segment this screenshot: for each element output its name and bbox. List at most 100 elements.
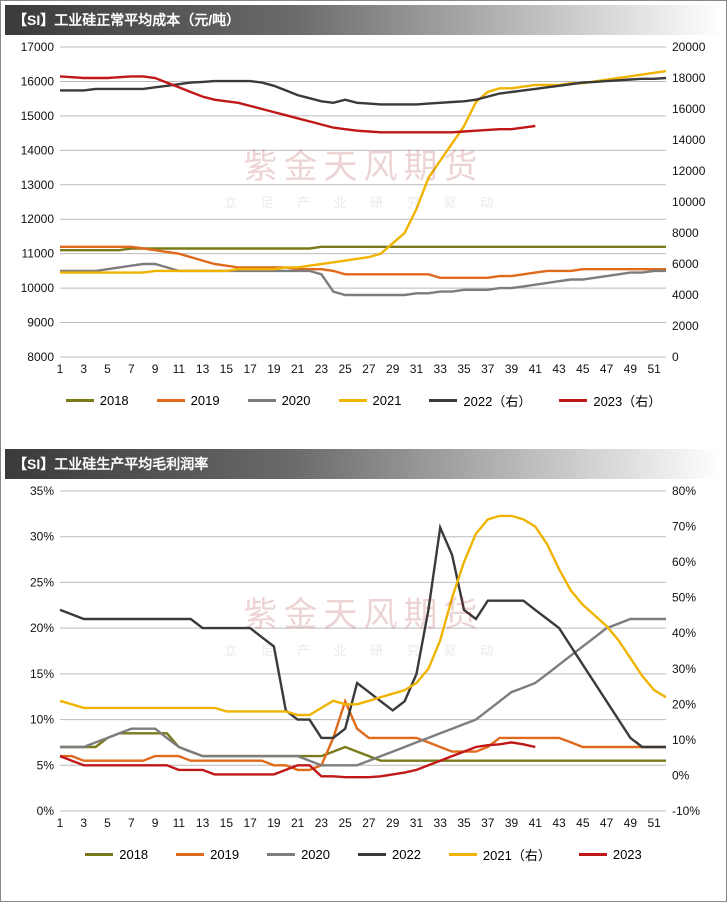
svg-text:35: 35 (457, 362, 471, 376)
svg-text:51: 51 (647, 816, 661, 830)
chart1-legend: 2018 2019 2020 2021 2022（右） 2023（右） (5, 385, 722, 412)
chart1-plot: 紫金天风期货 立 足 产 业 研 究 驱 动 80009000100001100… (5, 35, 722, 385)
legend-label: 2021 (373, 393, 402, 408)
chart1-panel: 【SI】工业硅正常平均成本（元/吨） 紫金天风期货 立 足 产 业 研 究 驱 … (5, 5, 722, 445)
svg-text:29: 29 (386, 816, 400, 830)
legend-swatch (267, 853, 295, 856)
svg-text:31: 31 (410, 816, 424, 830)
svg-text:70%: 70% (672, 520, 696, 534)
svg-text:33: 33 (434, 362, 448, 376)
svg-text:6000: 6000 (672, 257, 699, 271)
chart1-title: 【SI】工业硅正常平均成本（元/吨） (5, 5, 722, 35)
svg-text:-10%: -10% (672, 804, 700, 818)
legend-label: 2019 (210, 847, 239, 862)
svg-text:23: 23 (315, 362, 329, 376)
chart2-legend: 20182019202020222021（右）2023 (5, 839, 722, 866)
svg-text:9000: 9000 (27, 316, 54, 330)
svg-text:29: 29 (386, 362, 400, 376)
svg-text:25: 25 (338, 362, 352, 376)
legend-item: 2022（右） (429, 391, 531, 410)
svg-text:0%: 0% (37, 804, 55, 818)
legend-label: 2023 (613, 847, 642, 862)
legend-item: 2021 (339, 391, 402, 410)
svg-text:45: 45 (576, 816, 590, 830)
svg-text:11: 11 (173, 362, 186, 376)
svg-text:30%: 30% (30, 530, 54, 544)
svg-text:8000: 8000 (672, 226, 699, 240)
svg-text:30%: 30% (672, 662, 696, 676)
svg-text:35: 35 (457, 816, 471, 830)
svg-text:18000: 18000 (672, 71, 706, 85)
svg-text:23: 23 (315, 816, 329, 830)
legend-swatch (248, 399, 276, 402)
legend-swatch (429, 399, 457, 402)
legend-item: 2023 (579, 845, 642, 864)
legend-label: 2021（右） (483, 845, 551, 864)
svg-text:21: 21 (291, 816, 305, 830)
legend-label: 2023（右） (593, 391, 661, 410)
svg-text:13: 13 (196, 362, 210, 376)
svg-text:9: 9 (152, 816, 159, 830)
svg-text:60%: 60% (672, 555, 696, 569)
legend-item: 2019 (176, 845, 239, 864)
svg-text:39: 39 (505, 362, 519, 376)
legend-item: 2022 (358, 845, 421, 864)
svg-text:11: 11 (173, 816, 186, 830)
svg-text:47: 47 (600, 816, 614, 830)
chart2-title: 【SI】工业硅生产平均毛利润率 (5, 449, 722, 479)
svg-text:21: 21 (291, 362, 305, 376)
svg-text:16000: 16000 (21, 74, 55, 88)
svg-text:50%: 50% (672, 591, 696, 605)
legend-label: 2019 (191, 393, 220, 408)
svg-text:12000: 12000 (21, 212, 55, 226)
svg-text:20%: 20% (30, 621, 54, 635)
svg-text:20000: 20000 (672, 40, 706, 54)
svg-text:19: 19 (267, 362, 281, 376)
svg-text:49: 49 (624, 362, 638, 376)
legend-swatch (559, 399, 587, 402)
legend-swatch (358, 853, 386, 856)
legend-swatch (157, 399, 185, 402)
svg-text:27: 27 (362, 362, 376, 376)
svg-text:8000: 8000 (27, 350, 54, 364)
svg-text:43: 43 (552, 816, 566, 830)
svg-text:1: 1 (57, 362, 64, 376)
svg-text:14000: 14000 (21, 143, 55, 157)
legend-swatch (176, 853, 204, 856)
svg-text:5%: 5% (37, 758, 55, 772)
svg-text:0%: 0% (672, 768, 690, 782)
svg-text:14000: 14000 (672, 133, 706, 147)
legend-label: 2020 (282, 393, 311, 408)
legend-swatch (339, 399, 367, 402)
svg-text:31: 31 (410, 362, 424, 376)
svg-text:25%: 25% (30, 575, 54, 589)
svg-text:17: 17 (243, 362, 257, 376)
legend-item: 2021（右） (449, 845, 551, 864)
svg-text:13000: 13000 (21, 178, 55, 192)
svg-text:45: 45 (576, 362, 590, 376)
svg-text:15%: 15% (30, 667, 54, 681)
svg-text:4000: 4000 (672, 288, 699, 302)
svg-text:15: 15 (220, 816, 234, 830)
svg-text:7: 7 (128, 816, 135, 830)
svg-text:27: 27 (362, 816, 376, 830)
legend-item: 2019 (157, 391, 220, 410)
svg-text:0: 0 (672, 350, 679, 364)
legend-swatch (449, 853, 477, 856)
svg-text:20%: 20% (672, 697, 696, 711)
svg-text:9: 9 (152, 362, 159, 376)
svg-text:43: 43 (552, 362, 566, 376)
legend-label: 2020 (301, 847, 330, 862)
svg-text:1: 1 (57, 816, 64, 830)
svg-text:13: 13 (196, 816, 210, 830)
legend-item: 2023（右） (559, 391, 661, 410)
chart2-plot: 紫金天风期货 立 足 产 业 研 究 驱 动 0%5%10%15%20%25%3… (5, 479, 722, 839)
svg-text:80%: 80% (672, 484, 696, 498)
chart2-panel: 【SI】工业硅生产平均毛利润率 紫金天风期货 立 足 产 业 研 究 驱 动 0… (5, 449, 722, 897)
svg-text:49: 49 (624, 816, 638, 830)
legend-label: 2018 (100, 393, 129, 408)
legend-label: 2022 (392, 847, 421, 862)
svg-text:11000: 11000 (22, 247, 55, 261)
svg-text:47: 47 (600, 362, 614, 376)
svg-text:17: 17 (243, 816, 257, 830)
